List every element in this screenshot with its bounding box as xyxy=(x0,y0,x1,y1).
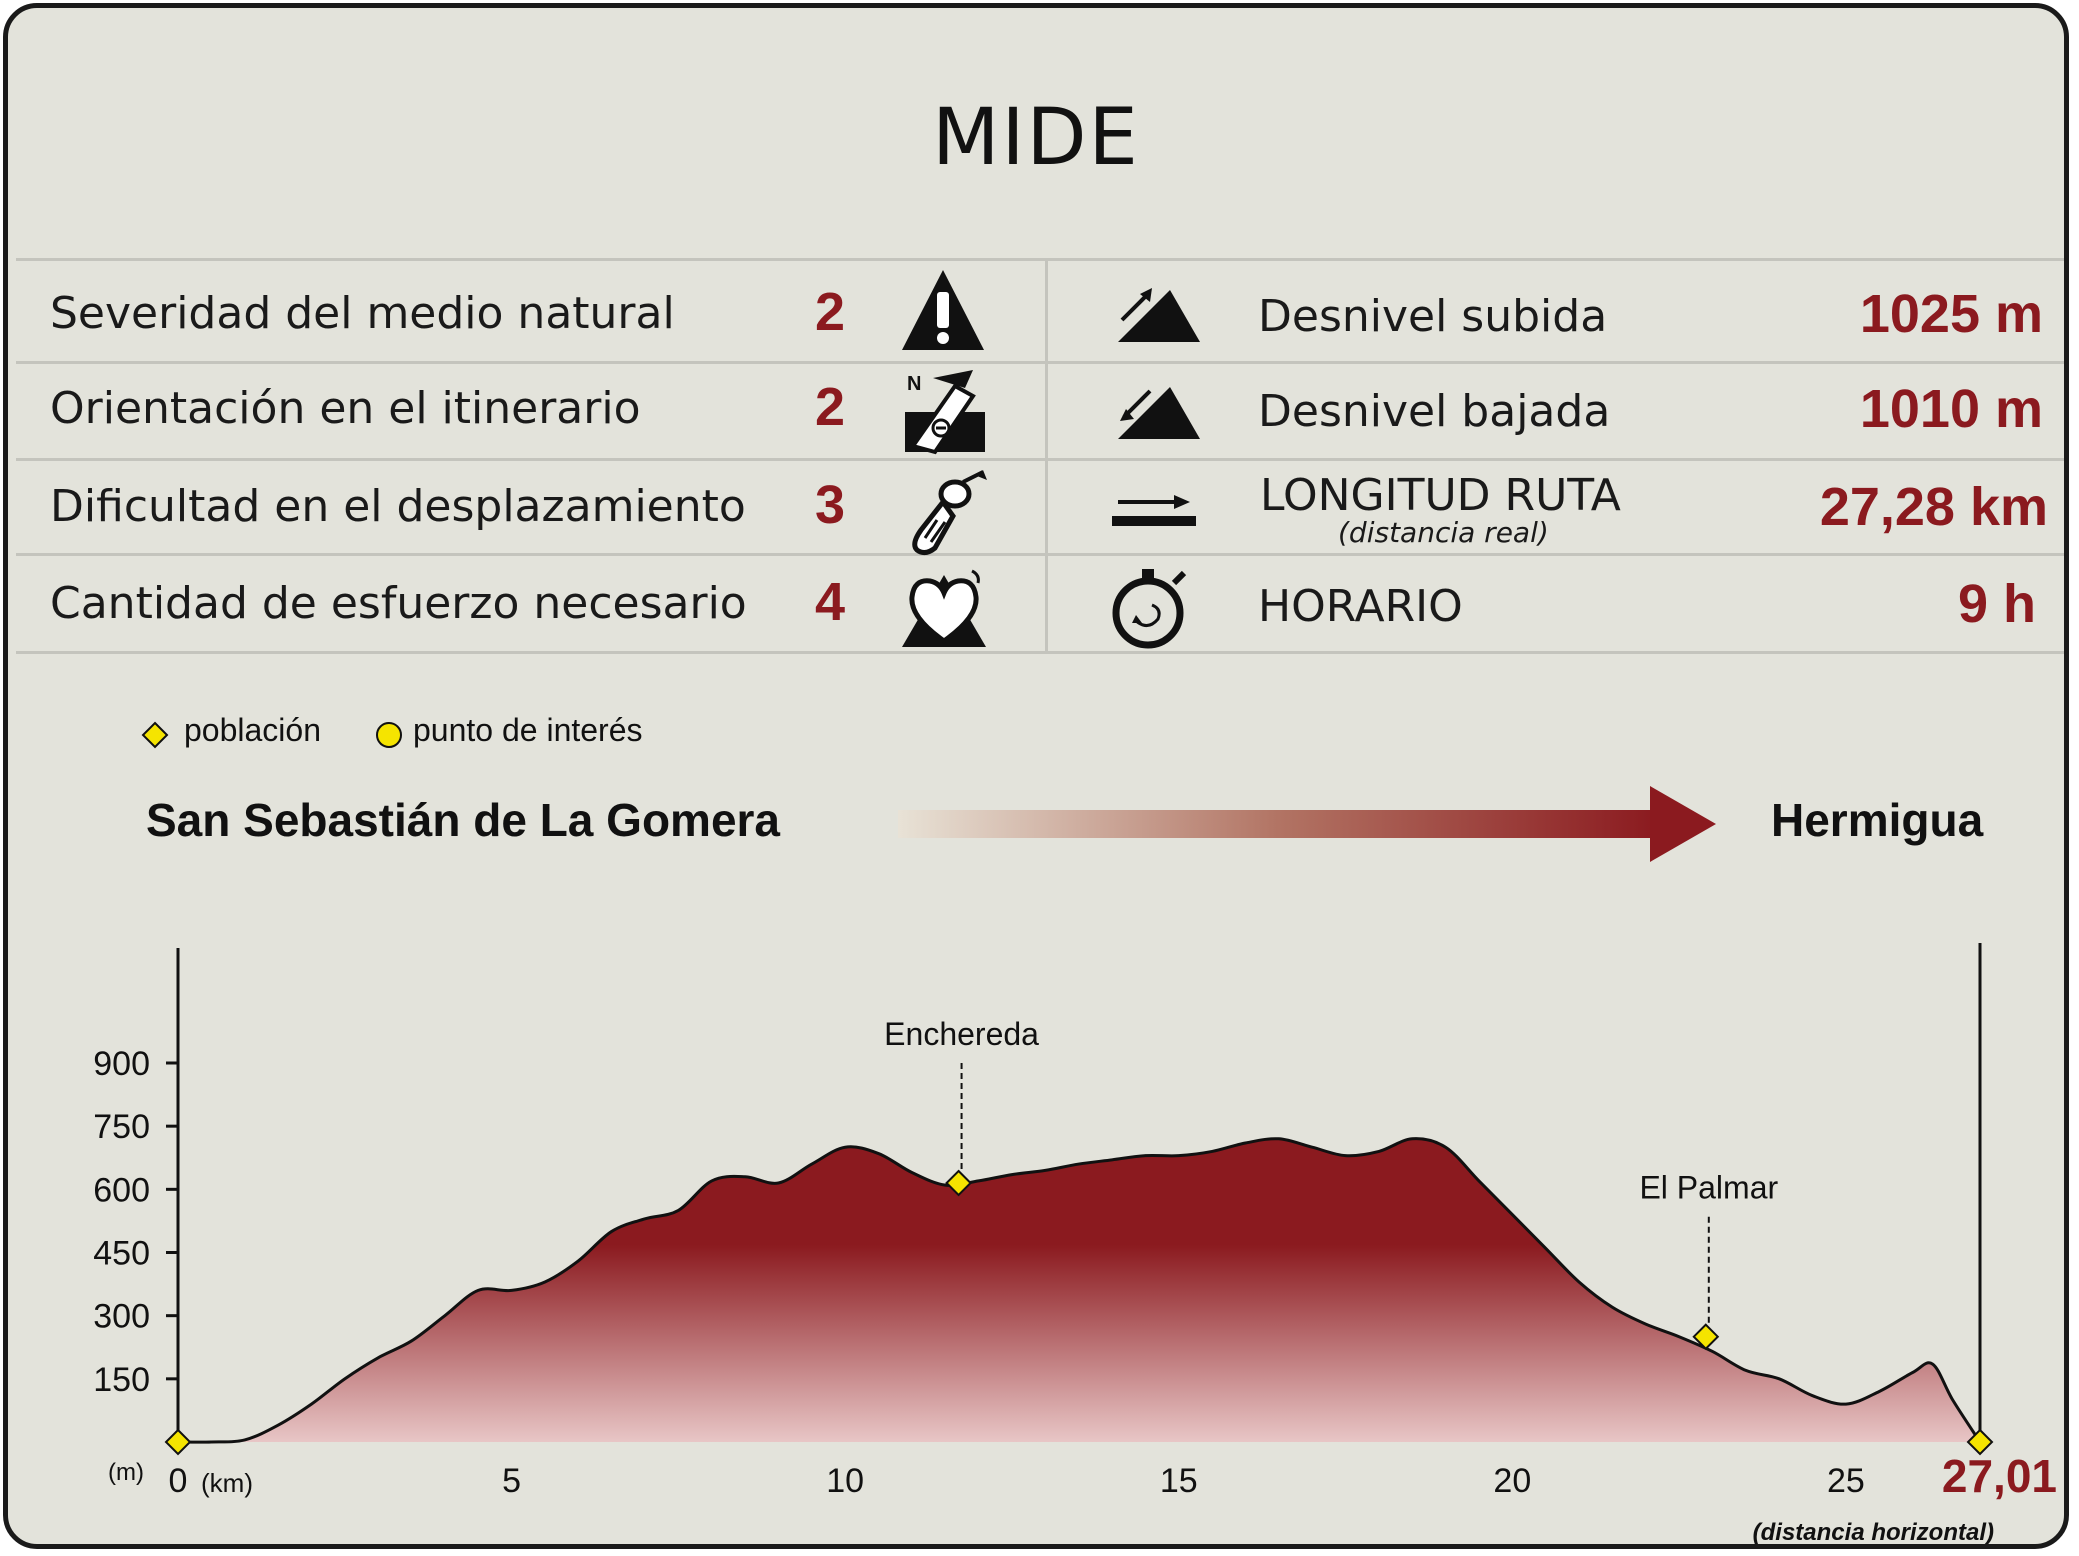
mide-card: MIDE Severidad del medio natural 2 Orien… xyxy=(3,3,2069,1549)
x-tick-label: 0 xyxy=(169,1462,188,1500)
mide-value-orientation: 2 xyxy=(815,377,846,437)
stat-value-ascent: 1025 m xyxy=(1859,284,2043,344)
table-column-divider xyxy=(1045,258,1048,654)
table-divider xyxy=(16,258,2064,261)
mide-label-orientation: Orientación en el itinerario xyxy=(50,383,641,434)
svg-text:N: N xyxy=(907,373,921,395)
end-distance-label: 27,01 xyxy=(1942,1450,2057,1502)
stat-sublabel-distance: (distancia real) xyxy=(1338,516,1549,549)
table-divider xyxy=(16,553,2064,556)
stopwatch-icon xyxy=(1112,569,1187,649)
y-tick-label: 300 xyxy=(93,1298,150,1336)
legend-town-label: población xyxy=(184,712,321,748)
orientation-icon: N xyxy=(905,370,985,455)
y-unit-label: (m) xyxy=(108,1459,144,1486)
town-marker-icon xyxy=(141,721,169,749)
table-divider xyxy=(16,458,2064,461)
route-direction-arrow xyxy=(898,786,1716,862)
town-marker xyxy=(1966,1428,1994,1456)
elevation-profile-chart: 150 300 450 600 750 900 0 5 10 15 20 25 (m) (km) 27,01… xyxy=(93,943,2057,1546)
table-divider xyxy=(16,361,2064,364)
elevation-line xyxy=(177,1137,1982,1444)
ascent-icon xyxy=(1118,288,1200,342)
elevation-area xyxy=(178,1138,1980,1443)
town-marker xyxy=(164,1428,192,1456)
descent-icon xyxy=(1118,387,1200,439)
table-divider xyxy=(16,651,2064,654)
mide-value-severity: 2 xyxy=(815,282,846,342)
x-tick-label: 10 xyxy=(826,1462,864,1500)
y-tick-label: 750 xyxy=(93,1108,150,1146)
legend-poi-label: punto de interés xyxy=(413,712,643,748)
y-tick-label: 150 xyxy=(93,1361,150,1399)
town-marker xyxy=(945,1169,972,1197)
x-tick-label: 5 xyxy=(502,1462,521,1500)
y-tick-label: 450 xyxy=(93,1235,150,1273)
mide-value-effort: 4 xyxy=(815,572,846,632)
stat-label-distance: LONGITUD RUTA xyxy=(1260,470,1621,521)
x-tick-label: 20 xyxy=(1493,1462,1531,1500)
page-title: MIDE xyxy=(932,93,1140,183)
stat-label-descent: Desnivel bajada xyxy=(1258,386,1611,437)
warning-icon xyxy=(902,270,984,350)
x-tick-label: 25 xyxy=(1827,1462,1865,1500)
stat-label-ascent: Desnivel subida xyxy=(1258,291,1608,342)
stat-label-time: HORARIO xyxy=(1258,581,1463,632)
poi-marker-icon xyxy=(376,722,402,748)
footprint-icon xyxy=(912,470,987,556)
x-unit-label: (km) xyxy=(201,1468,253,1498)
mide-label-effort: Cantidad de esfuerzo necesario xyxy=(50,578,747,629)
x-tick-label: 15 xyxy=(1160,1462,1198,1500)
mide-label-severity: Severidad del medio natural xyxy=(50,288,675,339)
route-start: San Sebastián de La Gomera xyxy=(146,794,781,846)
point-label: El Palmar xyxy=(1639,1170,1778,1206)
y-tick-label: 900 xyxy=(93,1045,150,1083)
town-marker xyxy=(1692,1323,1720,1351)
stat-value-distance: 27,28 km xyxy=(1819,477,2048,537)
mide-value-difficulty: 3 xyxy=(815,475,846,535)
distance-icon xyxy=(1112,495,1196,526)
end-distance-note: (distancia horizontal) xyxy=(1753,1519,1994,1546)
y-tick-label: 600 xyxy=(93,1171,150,1209)
stat-value-time: 9 h xyxy=(1957,574,2036,634)
heart-effort-icon xyxy=(902,569,986,647)
mide-label-difficulty: Dificultad en el desplazamiento xyxy=(50,481,746,532)
point-label: Enchereda xyxy=(884,1016,1039,1052)
route-end: Hermigua xyxy=(1771,794,1984,846)
stat-value-descent: 1010 m xyxy=(1859,379,2043,439)
